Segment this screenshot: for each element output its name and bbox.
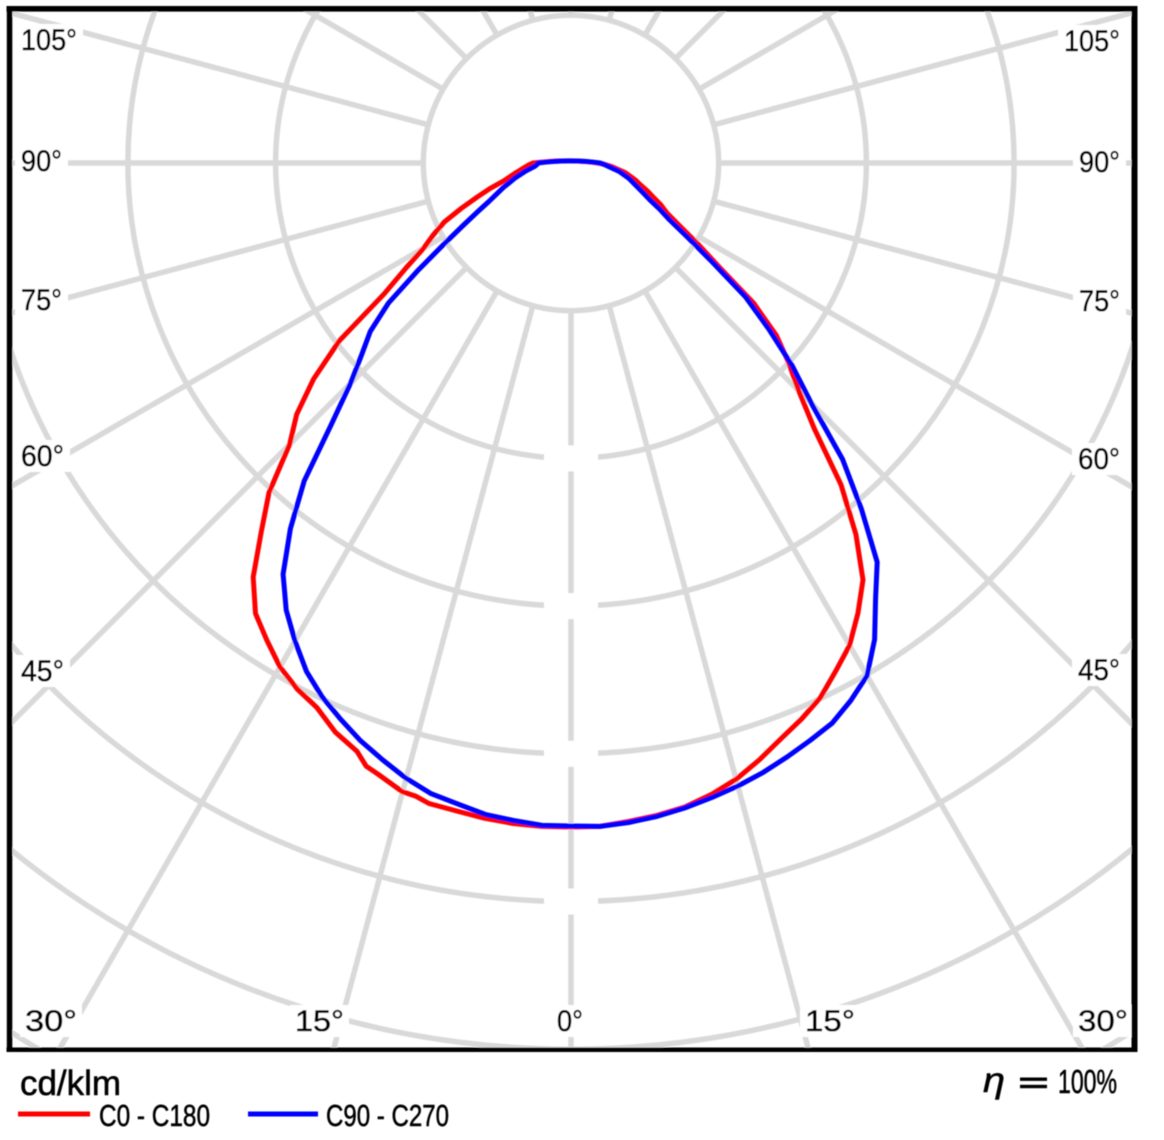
svg-text:15°: 15°	[295, 1005, 344, 1038]
svg-text:C0 - C180: C0 - C180	[99, 1098, 210, 1133]
svg-text:30°: 30°	[1078, 1005, 1128, 1038]
svg-text:100%: 100%	[1058, 1063, 1117, 1100]
svg-text:15°: 15°	[805, 1005, 855, 1038]
svg-text:90°: 90°	[21, 145, 62, 178]
svg-text:cd/klm: cd/klm	[20, 1064, 121, 1103]
svg-text:C90 - C270: C90 - C270	[326, 1098, 449, 1133]
svg-text:60°: 60°	[1078, 443, 1120, 476]
svg-text:45°: 45°	[21, 655, 64, 688]
svg-text:η: η	[983, 1061, 1005, 1100]
svg-text:105°: 105°	[21, 24, 77, 57]
svg-text:105°: 105°	[1064, 25, 1120, 58]
svg-text:75°: 75°	[21, 284, 62, 317]
svg-text:30°: 30°	[25, 1005, 77, 1038]
svg-text:60°: 60°	[21, 440, 64, 473]
svg-text:75°: 75°	[1079, 285, 1120, 318]
svg-text:0°: 0°	[557, 1005, 583, 1038]
svg-text:90°: 90°	[1079, 146, 1120, 179]
svg-text:45°: 45°	[1078, 654, 1120, 687]
